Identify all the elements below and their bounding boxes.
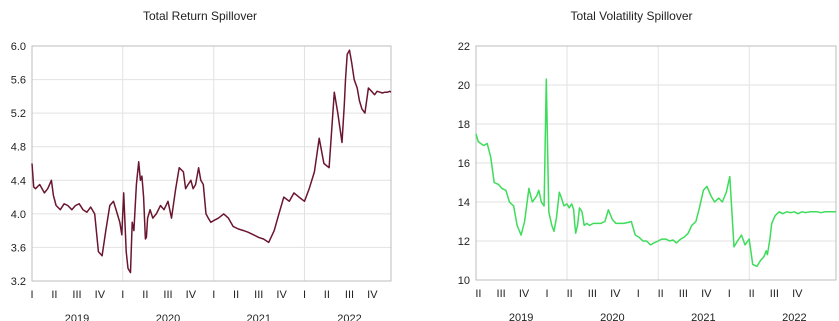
x-quarter-label: III xyxy=(72,289,81,301)
x-quarter-label: II xyxy=(51,289,57,301)
x-quarter-label: II xyxy=(142,289,148,301)
y-tick-label: 6.0 xyxy=(11,41,26,53)
y-tick-label: 12 xyxy=(458,236,470,248)
x-quarter-label: II xyxy=(324,289,330,301)
x-year-label: 2020 xyxy=(600,312,624,321)
y-tick-label: 22 xyxy=(458,41,470,53)
y-tick-label: 4.4 xyxy=(11,175,26,187)
series-line xyxy=(31,49,392,274)
x-quarter-label: I xyxy=(212,289,215,301)
return-spillover-chart: 3.23.64.04.44.85.25.66.0I II III IV I II III IV… xyxy=(11,41,392,321)
x-quarter-label: I xyxy=(637,288,640,300)
x-quarter-label: III xyxy=(770,288,779,300)
x-quarter-label: IV xyxy=(701,288,712,300)
x-year-label: 2022 xyxy=(782,312,806,321)
y-tick-label: 5.6 xyxy=(11,75,26,87)
x-quarter-label: II xyxy=(658,288,664,300)
plot-frame xyxy=(475,45,837,281)
y-tick-label: 10 xyxy=(458,275,470,287)
x-quarter-label: II xyxy=(567,288,573,300)
plot-frame xyxy=(31,45,392,282)
y-tick-label: 16 xyxy=(458,158,470,170)
x-quarter-label: IV xyxy=(367,289,378,301)
x-quarter-label: III xyxy=(345,289,354,301)
x-quarter-label: IV xyxy=(610,288,621,300)
x-year-label: 2019 xyxy=(509,312,533,321)
x-quarter-label: III xyxy=(497,288,506,300)
y-tick-label: 3.6 xyxy=(11,242,26,254)
x-year-label: 2019 xyxy=(65,313,89,321)
x-quarter-label: IV xyxy=(186,289,197,301)
x-year-label: 2020 xyxy=(156,313,180,321)
x-quarter-label: II xyxy=(475,288,481,300)
y-tick-label: 3.2 xyxy=(11,276,26,288)
x-quarter-label: III xyxy=(679,288,688,300)
x-year-label: 2021 xyxy=(246,313,270,321)
x-quarter-label: I xyxy=(121,289,124,301)
x-quarter-label: III xyxy=(163,289,172,301)
volatility-spillover-panel: Total Volatility Spillover 10 12 14 16 18 20 2… xyxy=(424,0,839,321)
x-quarter-label: I xyxy=(545,288,548,300)
y-tick-label: 18 xyxy=(458,119,470,131)
x-quarter-label: IV xyxy=(276,289,287,301)
chart-title: Total Volatility Spillover xyxy=(570,9,693,23)
y-tick-label: 5.2 xyxy=(11,108,26,120)
x-quarter-label: III xyxy=(254,289,263,301)
x-quarter-label: I xyxy=(30,289,33,301)
x-quarter-label: IV xyxy=(95,289,106,301)
x-quarter-label: II xyxy=(233,289,239,301)
return-spillover-panel: Total Return Spillover 3.2 3.6 4.0 4.4 4.8 5.… xyxy=(0,0,400,321)
y-tick-label: 4.8 xyxy=(11,142,26,154)
y-tick-label: 4.0 xyxy=(11,209,26,221)
x-quarter-label: IV xyxy=(519,288,530,300)
series-line xyxy=(475,78,836,268)
x-quarter-label: I xyxy=(728,288,731,300)
x-quarter-label: I xyxy=(303,289,306,301)
x-year-label: 2022 xyxy=(337,313,361,321)
x-quarter-label: III xyxy=(588,288,597,300)
y-tick-label: 14 xyxy=(458,197,470,209)
x-quarter-label: IV xyxy=(792,288,803,300)
chart-title: Total Return Spillover xyxy=(142,9,258,23)
x-quarter-label: II xyxy=(749,288,755,300)
x-year-label: 2021 xyxy=(691,312,715,321)
y-tick-label: 20 xyxy=(458,80,470,92)
